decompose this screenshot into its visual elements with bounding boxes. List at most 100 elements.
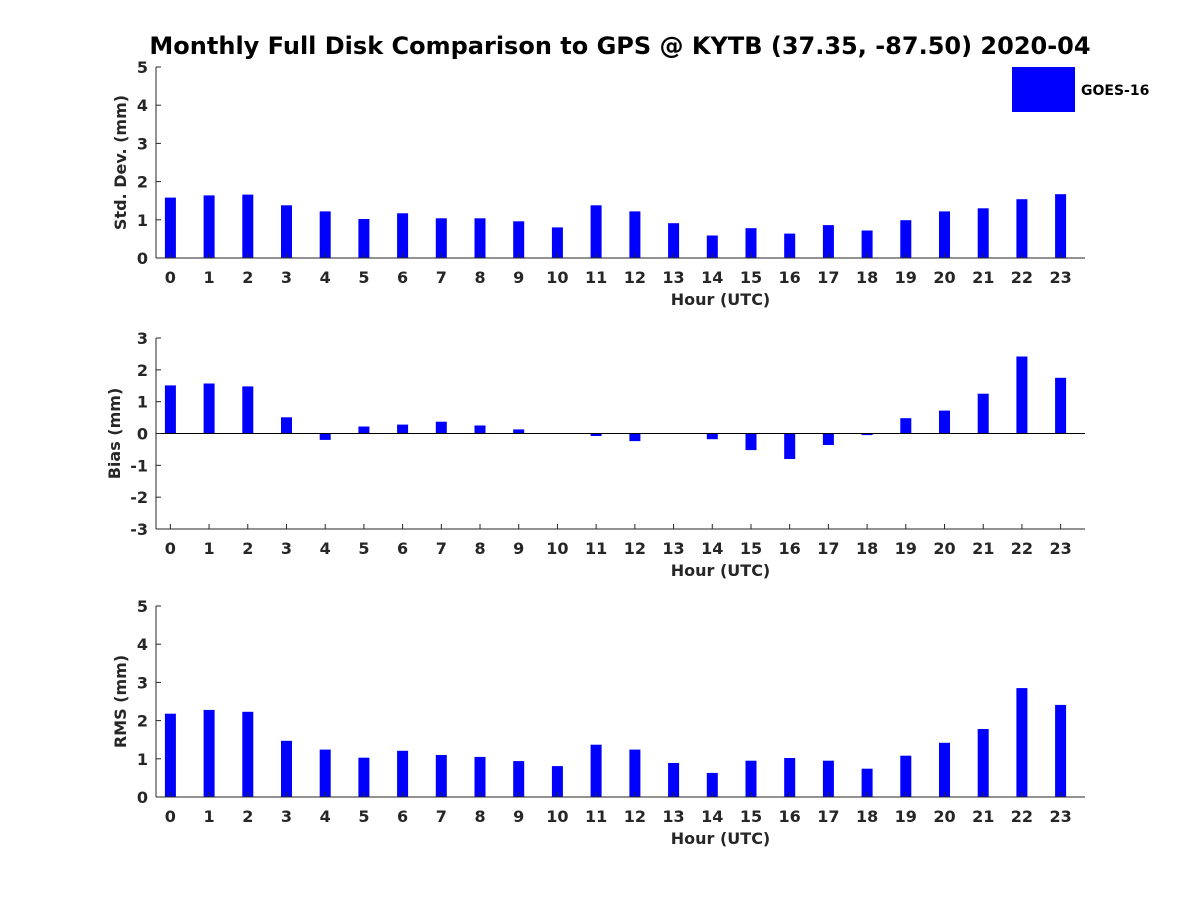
x-tick-label: 6 [397,807,408,826]
y-tick-label: 3 [137,673,148,692]
x-tick-label: 6 [397,268,408,287]
x-tick-label: 14 [701,539,723,558]
x-tick-label: 4 [320,807,331,826]
bar-hour-1 [203,195,215,258]
x-tick-label: 19 [895,539,917,558]
y-tick-label: -2 [130,488,148,507]
chart-title: Monthly Full Disk Comparison to GPS @ KY… [149,32,1090,60]
bar-hour-14 [706,235,718,258]
x-tick-label: 9 [513,268,524,287]
bar-hour-5 [358,757,370,797]
bar-hour-0 [164,385,176,434]
bar-hour-19 [900,755,912,797]
bar-hour-4 [319,749,331,797]
bar-hour-23 [1055,377,1067,434]
bar-hour-12 [629,749,641,797]
x-tick-label: 15 [740,539,762,558]
y-tick-label: -1 [130,456,148,475]
bar-hour-13 [668,223,680,258]
x-tick-label: 7 [436,539,447,558]
x-tick-label: 3 [281,268,292,287]
bar-hour-13 [668,763,680,797]
x-tick-label: 1 [203,268,214,287]
x-tick-label: 18 [856,539,878,558]
x-tick-label: 7 [436,807,447,826]
y-tick-label: 3 [137,134,148,153]
x-tick-label: 11 [585,268,607,287]
x-tick-label: 16 [779,539,801,558]
x-tick-label: 1 [203,539,214,558]
bar-hour-7 [435,218,447,258]
bar-hour-2 [242,194,254,258]
x-tick-label: 16 [779,268,801,287]
x-tick-label: 17 [817,268,839,287]
bar-hour-4 [319,433,331,440]
x-tick-label: 21 [972,539,994,558]
bar-hour-18 [861,768,873,797]
x-tick-label: 2 [242,539,253,558]
y-tick-label: 3 [137,329,148,348]
legend: GOES-16 [1012,67,1149,112]
x-tick-label: 3 [281,539,292,558]
bar-hour-11 [590,744,602,797]
y-tick-label: 0 [137,425,148,444]
x-tick-label: 8 [474,807,485,826]
bar-hour-16 [784,433,796,459]
x-axis-label: Hour (UTC) [671,829,771,848]
bar-hour-23 [1055,194,1067,258]
bar-hour-22 [1016,356,1028,434]
bar-hour-20 [939,410,950,434]
bar-hour-17 [822,433,834,445]
x-tick-label: 5 [358,807,369,826]
x-tick-label: 8 [474,268,485,287]
x-tick-label: 12 [624,807,646,826]
x-tick-label: 12 [624,539,646,558]
x-tick-label: 15 [740,268,762,287]
x-tick-label: 23 [1050,807,1072,826]
x-tick-label: 20 [933,539,955,558]
bar-hour-17 [822,225,834,258]
bar-hour-19 [900,220,912,258]
x-tick-label: 1 [203,807,214,826]
x-tick-label: 23 [1050,268,1072,287]
y-tick-label: 1 [137,750,148,769]
bar-hour-0 [164,197,176,258]
bar-hour-10 [551,227,563,258]
y-axis-label: Bias (mm) [105,388,124,480]
x-tick-label: 20 [933,268,955,287]
bar-hour-18 [861,230,873,258]
bar-hour-12 [629,433,641,442]
x-tick-label: 0 [165,268,176,287]
x-tick-label: 11 [585,539,607,558]
bar-hour-7 [435,421,447,434]
y-tick-label: 0 [137,249,148,268]
x-tick-label: 17 [817,539,839,558]
x-tick-label: 0 [165,539,176,558]
bar-hour-10 [551,766,563,797]
bar-hour-7 [435,755,447,797]
x-tick-label: 5 [358,539,369,558]
bar-hour-4 [319,211,331,258]
x-tick-label: 23 [1050,539,1072,558]
y-tick-label: 4 [137,96,148,115]
bar-hour-21 [977,208,989,258]
x-tick-label: 0 [165,807,176,826]
x-tick-label: 19 [895,807,917,826]
x-tick-label: 10 [546,268,568,287]
x-tick-label: 13 [662,539,684,558]
x-tick-label: 3 [281,807,292,826]
bar-hour-5 [358,426,370,434]
bar-hour-21 [977,393,989,434]
bar-hour-15 [745,228,757,258]
bar-hour-22 [1016,199,1028,258]
bar-hour-16 [784,233,796,258]
x-tick-label: 5 [358,268,369,287]
bar-hour-14 [706,433,718,440]
bar-hour-11 [590,205,602,258]
bar-hour-6 [397,213,409,258]
x-tick-label: 22 [1011,268,1033,287]
bar-hour-12 [629,211,641,258]
